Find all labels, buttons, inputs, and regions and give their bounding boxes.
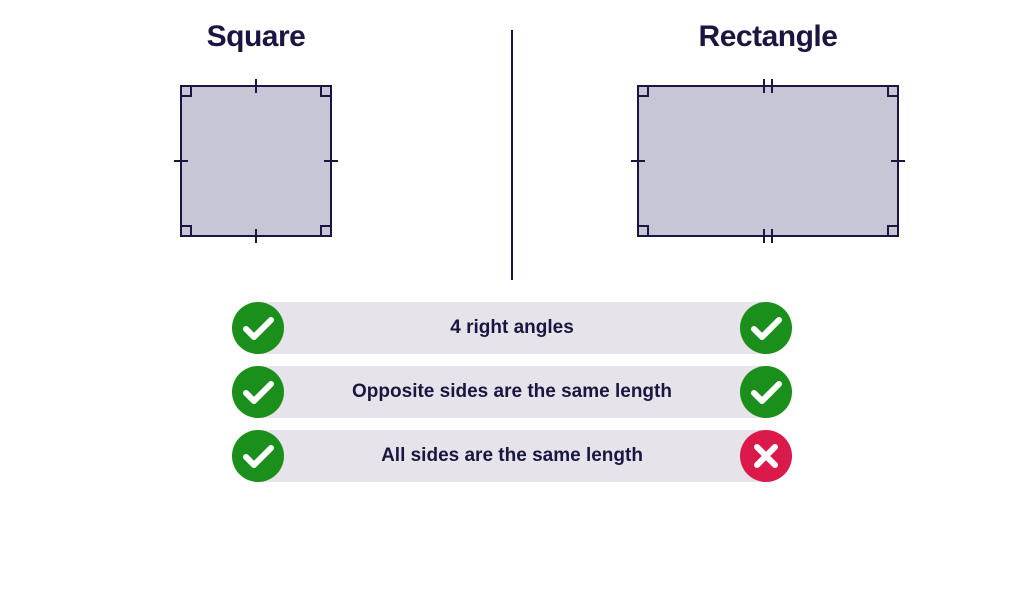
square-shape (157, 62, 355, 265)
rectangle-shape (614, 62, 922, 265)
property-text: 4 right angles (284, 317, 740, 339)
check-icon (232, 430, 284, 482)
property-row: Opposite sides are the same length (232, 366, 792, 418)
check-icon (232, 302, 284, 354)
check-icon (232, 366, 284, 418)
square-panel: Square (0, 20, 512, 265)
rectangle-title: Rectangle (699, 20, 838, 54)
vertical-divider (511, 30, 513, 280)
cross-icon (740, 430, 792, 482)
property-row: All sides are the same length (232, 430, 792, 482)
property-row: 4 right angles (232, 302, 792, 354)
check-icon (740, 302, 792, 354)
rectangle-panel: Rectangle (512, 20, 1024, 265)
property-text: Opposite sides are the same length (284, 381, 740, 403)
square-title: Square (207, 20, 306, 54)
property-text: All sides are the same length (284, 445, 740, 467)
properties-list: 4 right angles Opposite sides are the sa… (0, 302, 1024, 482)
check-icon (740, 366, 792, 418)
shapes-comparison: Square Rectangle (0, 0, 1024, 290)
